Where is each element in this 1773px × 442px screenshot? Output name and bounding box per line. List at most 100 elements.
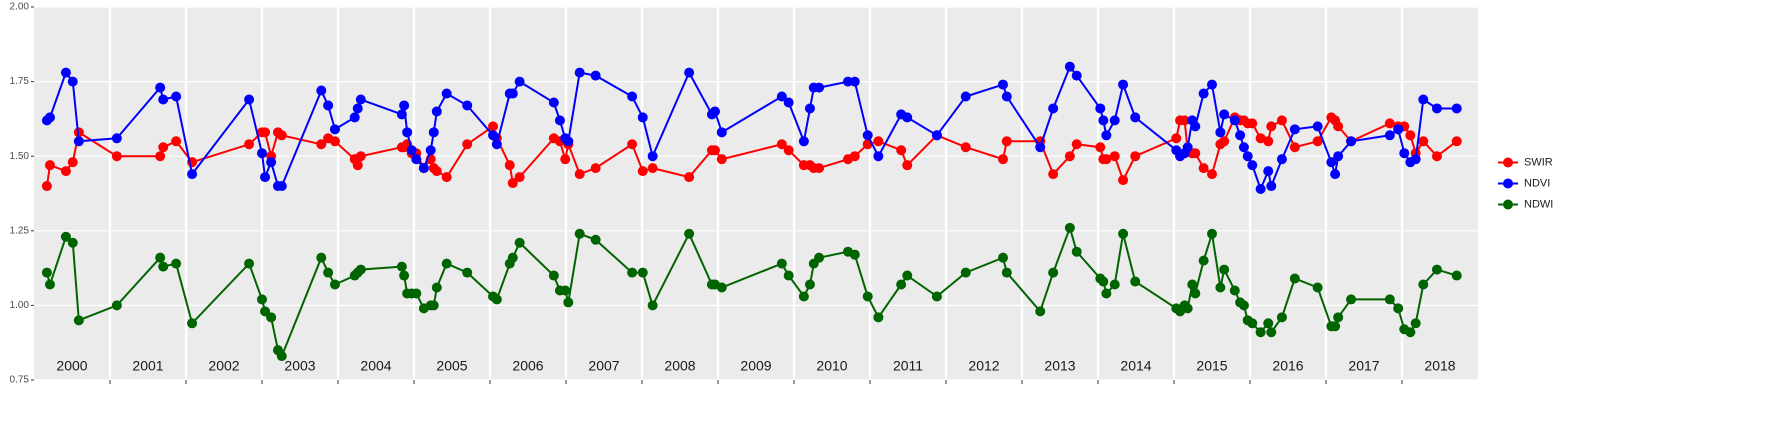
point xyxy=(244,139,255,150)
point xyxy=(488,121,499,132)
point xyxy=(1451,103,1462,114)
point xyxy=(1276,154,1287,165)
point xyxy=(1071,246,1082,257)
point xyxy=(1238,142,1249,153)
point xyxy=(684,228,695,239)
point xyxy=(1098,115,1109,126)
point xyxy=(1171,133,1182,144)
point xyxy=(1384,294,1395,305)
point xyxy=(798,291,809,302)
point xyxy=(67,237,78,248)
point xyxy=(1101,288,1112,299)
point xyxy=(488,130,499,141)
point xyxy=(1238,300,1249,311)
point xyxy=(329,124,340,135)
point xyxy=(73,315,84,326)
point xyxy=(1190,148,1201,159)
point xyxy=(1410,318,1421,329)
point xyxy=(155,151,166,162)
point xyxy=(462,139,473,150)
point xyxy=(1399,148,1410,159)
point xyxy=(647,163,658,174)
point xyxy=(431,166,442,177)
point xyxy=(862,130,873,141)
point xyxy=(441,88,452,99)
point xyxy=(441,258,452,269)
point xyxy=(399,270,410,281)
point xyxy=(244,94,255,105)
point xyxy=(355,151,366,162)
legend-label: NDVI xyxy=(1524,177,1550,189)
x-tick-label: 2005 xyxy=(436,358,467,374)
point xyxy=(1418,136,1429,147)
point xyxy=(716,282,727,293)
point xyxy=(554,115,565,126)
point xyxy=(1219,109,1230,120)
point xyxy=(1118,175,1129,186)
x-tick-label: 2007 xyxy=(588,358,619,374)
point xyxy=(1071,70,1082,81)
point xyxy=(560,285,571,296)
point xyxy=(1276,312,1287,323)
point xyxy=(873,136,884,147)
point xyxy=(316,139,327,150)
point xyxy=(1064,222,1075,233)
point xyxy=(171,91,182,102)
y-tick-label: 1.75 xyxy=(10,76,30,87)
point xyxy=(1048,103,1059,114)
point xyxy=(1266,327,1277,338)
point xyxy=(1255,327,1266,338)
point xyxy=(411,288,422,299)
point xyxy=(647,151,658,162)
point xyxy=(1182,142,1193,153)
point xyxy=(684,172,695,183)
point xyxy=(187,318,198,329)
point xyxy=(507,88,518,99)
point xyxy=(1130,151,1141,162)
point xyxy=(998,79,1008,90)
legend-marker xyxy=(1503,178,1513,189)
point xyxy=(716,154,727,165)
point xyxy=(1266,121,1277,132)
y-tick-label: 1.00 xyxy=(10,300,30,311)
x-tick-label: 2012 xyxy=(968,358,999,374)
point xyxy=(1198,163,1209,174)
point xyxy=(462,100,473,111)
point xyxy=(960,142,971,153)
point xyxy=(1431,103,1442,114)
point xyxy=(1035,142,1046,153)
point xyxy=(1333,312,1344,323)
point xyxy=(1235,130,1246,141)
point xyxy=(1410,154,1421,165)
point xyxy=(627,139,638,150)
point xyxy=(316,85,327,96)
point xyxy=(1276,115,1287,126)
point xyxy=(491,139,502,150)
point xyxy=(266,157,277,168)
point xyxy=(1312,282,1323,293)
point xyxy=(329,136,340,147)
point xyxy=(406,145,417,156)
point xyxy=(902,270,913,281)
point xyxy=(187,169,198,180)
point xyxy=(1263,166,1274,177)
point xyxy=(804,279,815,290)
point xyxy=(783,97,794,108)
x-tick-label: 2000 xyxy=(56,358,87,374)
x-tick-label: 2010 xyxy=(816,358,847,374)
point xyxy=(514,172,525,183)
point xyxy=(244,258,255,269)
point xyxy=(931,291,942,302)
x-tick-label: 2017 xyxy=(1348,358,1379,374)
point xyxy=(896,279,907,290)
point xyxy=(396,109,407,120)
point xyxy=(355,264,366,275)
point xyxy=(709,145,720,156)
point xyxy=(1405,327,1416,338)
point xyxy=(111,151,122,162)
point xyxy=(1109,115,1120,126)
point xyxy=(441,172,452,183)
point xyxy=(329,279,340,290)
x-tick-label: 2002 xyxy=(208,358,239,374)
point xyxy=(1330,169,1341,180)
